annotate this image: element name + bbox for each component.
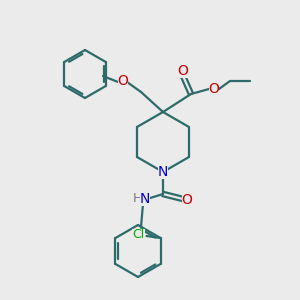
Text: O: O xyxy=(182,193,192,207)
Text: O: O xyxy=(208,82,219,96)
Text: H: H xyxy=(132,191,142,205)
Text: N: N xyxy=(158,165,168,179)
Text: Cl: Cl xyxy=(132,229,145,242)
Text: N: N xyxy=(140,192,150,206)
Text: O: O xyxy=(118,74,128,88)
Text: O: O xyxy=(178,64,188,78)
